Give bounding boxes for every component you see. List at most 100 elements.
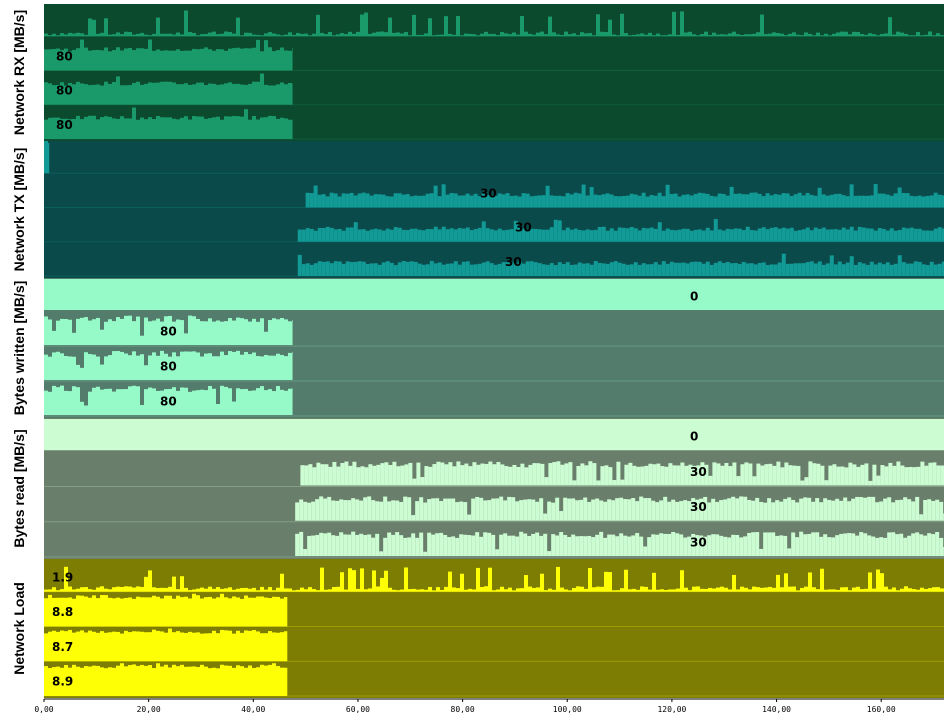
bar xyxy=(644,34,648,37)
bar xyxy=(108,388,112,415)
bar xyxy=(889,195,894,208)
bar xyxy=(128,315,132,345)
bar xyxy=(351,531,356,556)
bar xyxy=(711,534,716,556)
bar xyxy=(44,119,48,139)
bar xyxy=(333,229,338,242)
bar xyxy=(264,331,268,345)
bar xyxy=(765,193,770,208)
bar xyxy=(857,195,862,208)
bar xyxy=(908,466,913,486)
bar xyxy=(620,13,624,37)
bar xyxy=(568,462,573,486)
bar xyxy=(112,598,116,627)
bar xyxy=(879,537,884,556)
bar xyxy=(657,222,662,242)
bar xyxy=(337,261,342,276)
bar xyxy=(196,588,200,592)
bar xyxy=(860,33,864,37)
bar xyxy=(204,597,208,627)
bar xyxy=(60,82,64,105)
bar xyxy=(288,119,292,139)
bar xyxy=(399,502,404,521)
bar xyxy=(437,229,442,242)
bar xyxy=(369,263,374,276)
bar xyxy=(148,82,152,105)
bar xyxy=(780,467,785,486)
bar xyxy=(904,586,908,592)
bar xyxy=(497,228,502,242)
bar xyxy=(744,462,749,486)
bar xyxy=(44,141,48,174)
bar xyxy=(760,465,765,486)
data-label: 8.9 xyxy=(52,675,73,689)
bar xyxy=(464,589,468,592)
bar xyxy=(929,195,934,208)
bar xyxy=(800,587,804,592)
bar xyxy=(60,33,64,37)
bar xyxy=(327,496,332,521)
bar xyxy=(228,587,232,592)
bar xyxy=(160,666,164,696)
bar xyxy=(685,228,690,242)
series-fill xyxy=(44,419,944,451)
bar xyxy=(769,264,774,276)
bar xyxy=(932,462,937,486)
bar xyxy=(557,195,562,208)
bar xyxy=(544,477,549,486)
bar xyxy=(164,81,168,105)
bar xyxy=(753,264,758,276)
bar xyxy=(637,264,642,276)
bar xyxy=(827,537,832,556)
bar xyxy=(413,195,418,208)
bar xyxy=(124,85,128,105)
series-row: 30 xyxy=(44,253,944,277)
bar xyxy=(713,262,718,276)
bar xyxy=(264,589,268,592)
bar xyxy=(909,195,914,208)
bar xyxy=(408,589,412,592)
bar xyxy=(612,34,616,37)
bar xyxy=(707,502,712,521)
bar xyxy=(784,35,788,37)
bar xyxy=(400,589,404,592)
bar xyxy=(196,352,200,380)
bar xyxy=(576,586,580,592)
bar xyxy=(941,195,944,208)
bar xyxy=(689,195,694,208)
bar xyxy=(785,228,790,242)
bar xyxy=(787,548,792,556)
bar xyxy=(355,534,360,556)
x-axis: 0,00 20,00 40,00 60,00 80,00 100,00 120,00 140,… xyxy=(34,698,944,714)
bar xyxy=(240,666,244,696)
bar xyxy=(617,262,622,276)
bar xyxy=(176,631,180,662)
bar xyxy=(212,388,216,415)
bar xyxy=(857,262,862,276)
bar xyxy=(820,35,824,37)
bar xyxy=(676,34,680,37)
bar xyxy=(572,33,576,37)
bar xyxy=(224,321,228,345)
bar xyxy=(216,320,220,345)
bar xyxy=(64,665,68,696)
bar xyxy=(423,502,428,521)
bar xyxy=(631,535,636,556)
bar xyxy=(508,587,512,592)
bar xyxy=(807,533,812,556)
bar xyxy=(359,533,364,556)
bar xyxy=(732,31,736,37)
bar xyxy=(331,500,336,521)
bar xyxy=(192,32,196,37)
bar xyxy=(52,85,56,105)
bar xyxy=(499,534,504,556)
data-label: 30 xyxy=(690,465,707,479)
bar xyxy=(517,226,522,242)
bar xyxy=(755,497,760,521)
bar xyxy=(921,264,926,276)
bar xyxy=(828,589,832,592)
bar xyxy=(292,83,293,105)
bar xyxy=(228,48,232,71)
bar xyxy=(761,262,766,276)
bar xyxy=(56,117,60,139)
